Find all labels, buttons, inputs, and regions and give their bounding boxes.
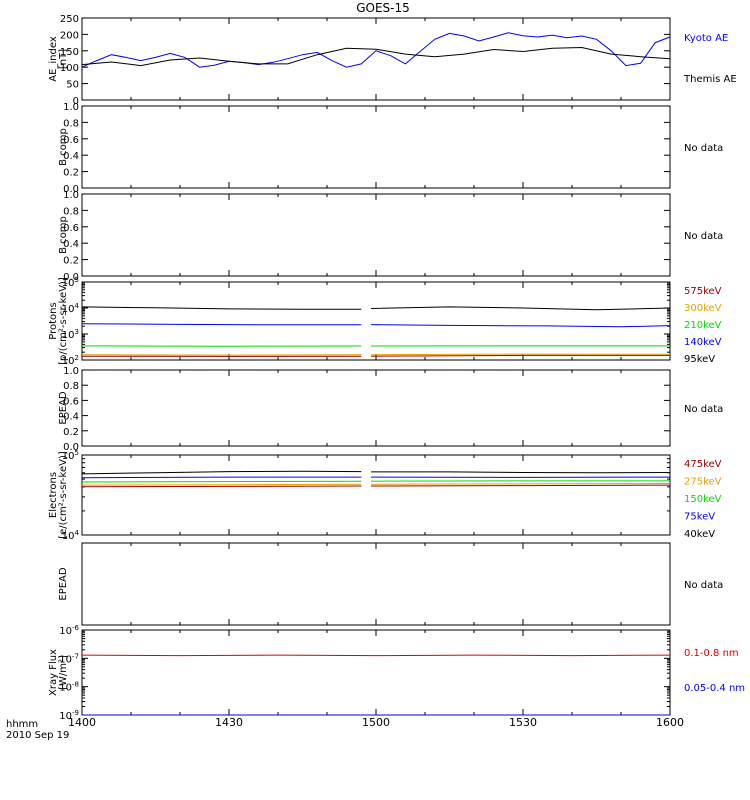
no-data-label: No data [684,580,723,591]
y-tick-label: 0.6 [63,223,79,234]
tick-exponent: 5 [75,449,79,457]
y-axis-label: B comp [58,216,69,254]
tick-exponent: 2 [75,354,79,362]
no-data-label: No data [684,143,723,154]
legend-entry: 95keV [684,354,715,365]
y-tick-label: 0.6 [63,135,79,146]
y-tick-label: 0.0 [63,272,79,283]
y-tick-label: 0.2 [63,256,79,267]
legend-entry: 0.05-0.4 nm [684,683,745,694]
tick-exponent: 4 [75,302,80,310]
legend-entry: 75keV [684,512,715,523]
tick-exponent: 5 [75,276,79,284]
panel-5: 0.0 0.2 0.4 0.6 0.8 1.0 EPEAD No data [58,366,723,453]
panel-7: EPEAD No data [58,542,723,626]
date-label: 2010 Sep 19 [6,730,69,741]
y-tick-label: 0.4 [63,151,79,162]
y-tick-label: 0.4 [63,239,79,250]
y-tick-label: 0 [73,96,79,107]
panel-3: 0.0 0.2 0.4 0.6 0.8 1.0 B comp No data [58,190,723,283]
y-tick-label: 0.6 [63,396,79,407]
y-tick-label: 1.0 [63,366,79,377]
y-axis-label: [nT] [58,49,69,69]
series-line-Themis AE [81,46,671,67]
y-tick-label: 0.2 [63,427,79,438]
legend-entry: 275keV [684,477,722,488]
y-axis-label: Protons [48,302,59,339]
legend-entry: 300keV [684,303,722,314]
legend-entry: Kyoto AE [684,33,728,44]
time-unit-label: hhmm [6,719,38,730]
series-line-0.1-0.8 nm [81,654,671,657]
y-tick-label: 100 [60,63,79,74]
tick-exponent: -7 [72,652,79,660]
y-tick-label: 50 [66,80,79,91]
legend-entry: 40keV [684,529,715,540]
y-tick-label: 150 [60,47,79,58]
y-tick-label: 0.2 [63,168,79,179]
figure-title: GOES-15 [356,1,410,15]
y-tick-label: 0.4 [63,412,79,423]
series-line-95keV [81,306,671,311]
y-tick-label: 250 [60,14,79,25]
y-tick-label: 1.0 [63,102,79,113]
series-line-475keV [81,484,671,488]
y-tick-label: 200 [60,30,79,41]
tick-exponent: -8 [72,681,79,689]
series-line-575keV [81,354,670,357]
series-line-275keV [81,483,671,486]
legend-entry: 575keV [684,286,722,297]
y-axis-label: AE_index [48,36,59,82]
legend-entry: 0.1-0.8 nm [684,648,739,659]
y-axis-label: [p/(cm²-s-sr-keV)] [58,277,69,365]
y-axis-label: [e/(cm²-s-sr-keV)] [58,451,69,539]
x-tick-label: 1530 [509,716,537,729]
series-line-140keV [81,323,671,328]
legend-entry: 150keV [684,494,722,505]
series-line-150keV [81,480,670,483]
series-line-300keV [81,353,671,356]
series-line-75keV [81,476,671,479]
y-tick-label: 0.8 [63,206,79,217]
tick-exponent: -9 [72,709,79,717]
y-axis-label: B comp [58,128,69,166]
legend-entry: Themis AE [683,74,737,85]
y-axis-label: Xray Flux [48,649,59,696]
time-axis: hhmm 2010 Sep 19 1400 1430 1500 1530 1600 [6,716,684,741]
legend-entry: 140keV [684,337,722,348]
x-tick-label: 1430 [215,716,243,729]
no-data-label: No data [684,231,723,242]
panel-2: 0.0 0.2 0.4 0.6 0.8 1.0 B comp No data [58,102,723,195]
series-line-40keV [81,470,671,475]
y-tick-label: 1.0 [63,190,79,201]
series-line-Kyoto AE [81,32,671,68]
y-tick-label: 0.0 [63,184,79,195]
y-tick-label: 0.0 [63,442,79,453]
tick-exponent: -6 [72,624,80,632]
x-tick-label: 1400 [68,716,96,729]
tick-exponent: 3 [75,328,79,336]
tick-exponent: 4 [75,529,80,537]
legend-entry: 475keV [684,459,722,470]
y-tick-label: 0.8 [63,118,79,129]
legend-entry: 210keV [684,320,722,331]
y-axis-label: EPEAD [58,391,69,425]
x-tick-label: 1500 [362,716,390,729]
no-data-label: No data [684,404,723,415]
x-tick-label: 1600 [656,716,684,729]
y-axis-label: EPEAD [58,567,69,601]
y-axis-label: [W/m²] [58,655,69,690]
y-tick-label: 0.8 [63,381,79,392]
y-axis-label: Electrons [48,472,59,518]
